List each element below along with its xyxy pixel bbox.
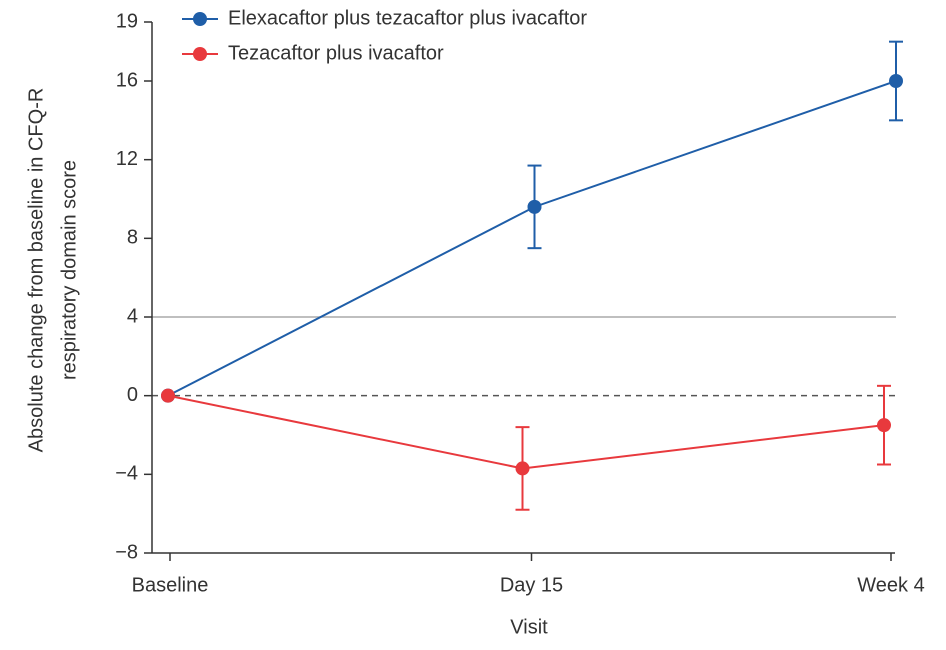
point bbox=[877, 418, 891, 433]
point bbox=[889, 74, 903, 88]
y-axis-label: respiratory domain score bbox=[58, 160, 80, 380]
y-tick-label: −4 bbox=[115, 463, 138, 485]
point bbox=[527, 199, 542, 214]
series-line bbox=[167, 394, 885, 470]
x-axis-label: Visit bbox=[510, 616, 548, 638]
y-tick-label: 16 bbox=[116, 69, 138, 91]
legend-label: Elexacaftor plus tezacaftor plus ivacaft… bbox=[228, 7, 587, 29]
legend-marker bbox=[193, 47, 207, 61]
y-tick-label: 19 bbox=[116, 10, 138, 32]
y-tick-label: 8 bbox=[127, 227, 138, 249]
legend-marker bbox=[193, 12, 207, 26]
x-tick-label: Week 4 bbox=[857, 574, 924, 596]
series-line bbox=[167, 80, 897, 397]
x-tick-label: Baseline bbox=[132, 574, 209, 596]
point bbox=[515, 461, 530, 476]
y-tick-label: 4 bbox=[127, 305, 138, 327]
y-axis-label: Absolute change from baseline in CFQ-R bbox=[25, 88, 47, 453]
y-tick-label: −8 bbox=[115, 541, 138, 563]
legend-label: Tezacaftor plus ivacaftor bbox=[228, 42, 444, 64]
y-tick-label: 12 bbox=[116, 148, 138, 170]
x-tick-label: Day 15 bbox=[500, 574, 563, 596]
point bbox=[161, 388, 175, 403]
y-tick-label: 0 bbox=[127, 384, 138, 406]
